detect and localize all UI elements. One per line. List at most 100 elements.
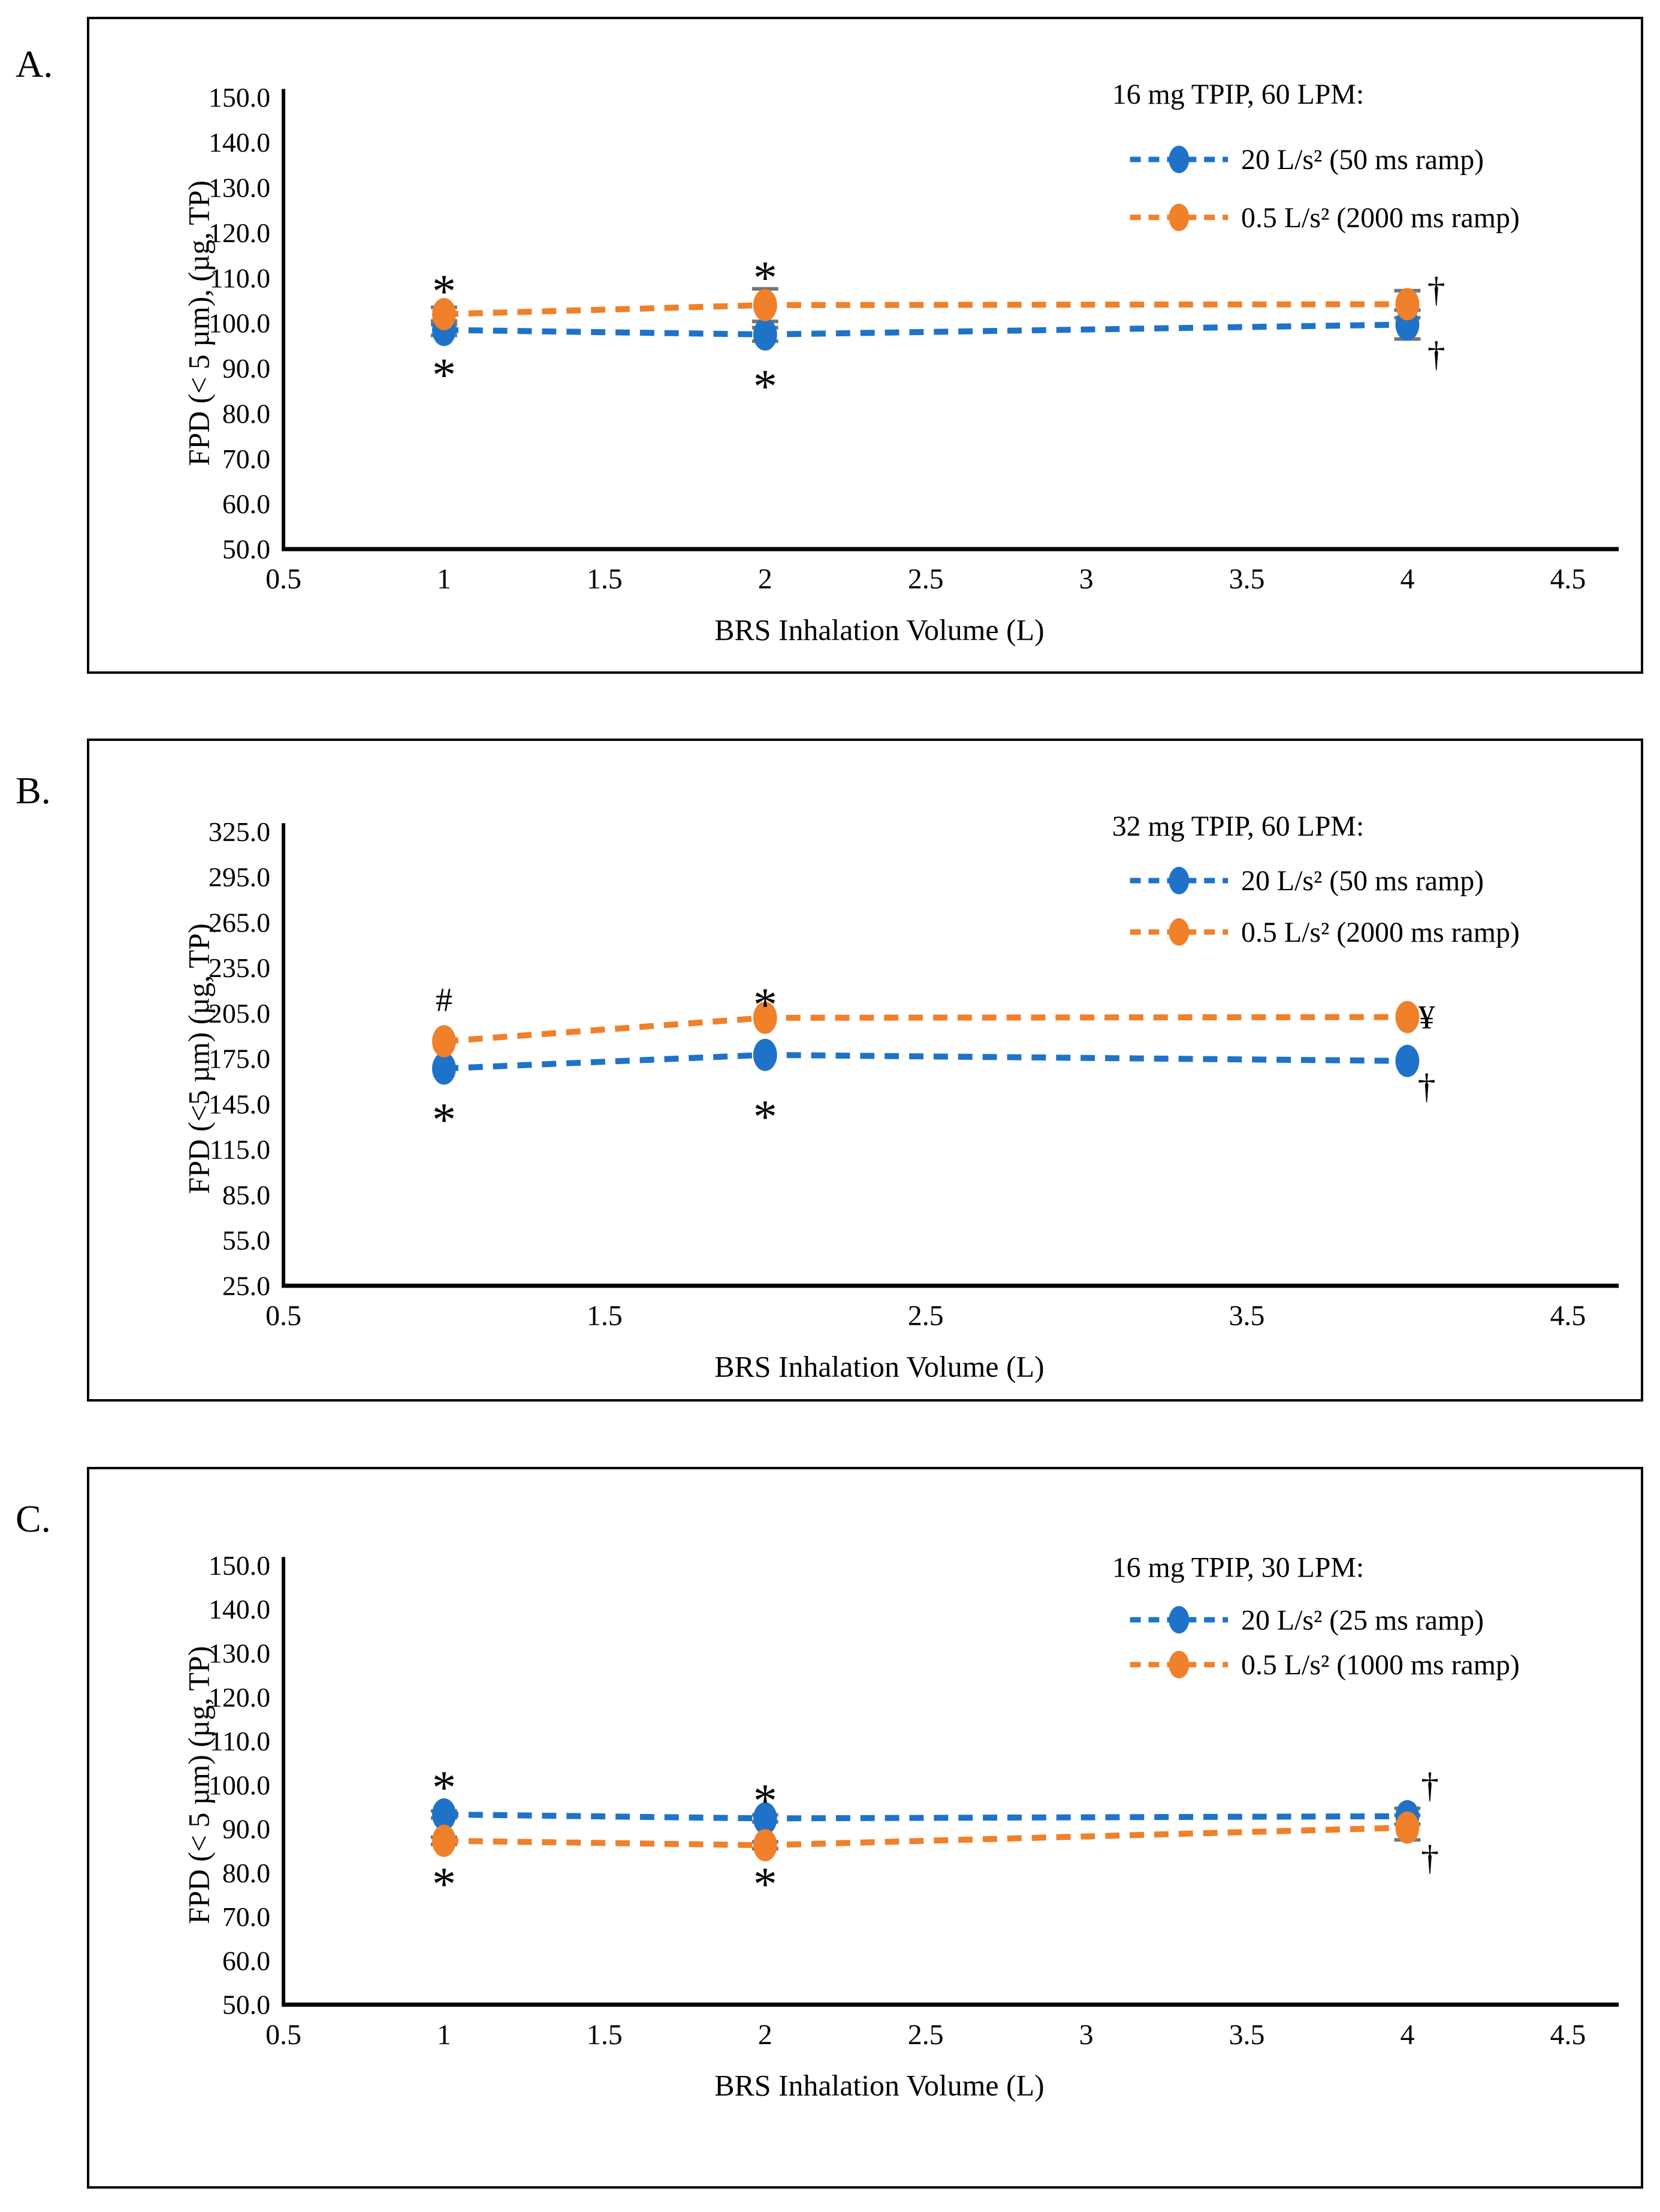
series-dashed-line: [443, 1824, 1408, 1849]
series-dashed-line: [443, 1014, 1408, 1044]
x-tick-label: 2: [758, 2019, 772, 2051]
asterisk-annotation: *: [753, 979, 777, 1032]
y-tick-label: 115.0: [210, 1134, 270, 1165]
orange-series-marker-icon: [1169, 1650, 1190, 1678]
x-tick-label: 2.5: [908, 2019, 944, 2051]
asterisk-annotation: *: [432, 266, 456, 318]
y-tick-label: 130.0: [209, 1638, 270, 1668]
orange-series-marker-icon: [753, 1829, 777, 1862]
y-axis-title: FPD (< 5 µm), (µg, TP): [182, 180, 215, 466]
x-tick-label: 2: [758, 563, 772, 595]
blue-series-marker-icon: [431, 1052, 456, 1085]
axes: 325.0 295.0 265.0 235.0 205.0 175.0 145.0 115.0…: [182, 816, 1619, 1383]
orange-series-marker-icon: [1169, 918, 1190, 946]
y-tick-label: 110.0: [210, 1726, 270, 1756]
y-axis-title: FPD (<5 µm) (µg, TP): [182, 923, 215, 1194]
chart-svg: 150.0140.0130.0120.0110.0100.090.080.070…: [182, 1550, 1619, 2102]
x-tick-label: 1.5: [587, 1300, 623, 1332]
asterisk-annotation: *: [432, 349, 456, 402]
panel-a-chart: 150.0 140.0 130.0 120.0 110.0 100.0 90.0 80.0 70…: [87, 17, 1643, 674]
blue-series-marker-icon: [753, 318, 777, 351]
hash-annotation: #: [436, 982, 452, 1019]
dagger-annotation: †: [1421, 1765, 1439, 1805]
y-tick-label: 60.0: [222, 489, 270, 519]
y-tick-label: 100.0: [209, 1770, 270, 1800]
y-tick-label: 295.0: [209, 862, 270, 893]
legend-item: 20 L/s² (25 ms ramp): [1130, 1604, 1484, 1636]
legend-item-label: 20 L/s² (50 ms ramp): [1241, 144, 1484, 176]
panel-label-c: C.: [16, 1497, 51, 1540]
panel-b-chart: 325.0 295.0 265.0 235.0 205.0 175.0 145.0 115.0…: [87, 739, 1643, 1402]
series-dashed-line: [443, 321, 1408, 337]
x-tick-label: 4.5: [1550, 563, 1586, 595]
orange-series-marker-icon: [1395, 1811, 1420, 1844]
orange-series-marker-icon: [431, 1025, 456, 1057]
legend-title: 32 mg TPIP, 60 LPM:: [1112, 810, 1365, 842]
yen-annotation: ¥: [1418, 999, 1435, 1036]
blue-series-marker-icon: [753, 1802, 777, 1835]
y-tick-label: 25.0: [222, 1270, 270, 1301]
chart-svg: 325.0 295.0 265.0 235.0 205.0 175.0 145.0 115.0…: [182, 810, 1619, 1383]
x-tick-label: 4.5: [1550, 2019, 1586, 2051]
blue-series-marker-icon: [1169, 867, 1190, 894]
x-tick-label: 2.5: [908, 1300, 944, 1332]
series-orange: [431, 1000, 1420, 1057]
panel-label-a: A.: [16, 43, 53, 85]
x-tick-label: 1.5: [587, 563, 623, 595]
orange-series-marker-icon: [431, 1824, 456, 1857]
legend-item: 20 L/s² (50 ms ramp): [1130, 144, 1484, 176]
x-tick-label: 1: [437, 2019, 451, 2051]
x-tick-label: 2.5: [908, 563, 944, 595]
orange-series-marker-icon: [431, 298, 456, 330]
y-tick-label: 175.0: [209, 1044, 270, 1074]
annotations: * * * * † †: [432, 252, 1445, 413]
series-dashed-line: [443, 1051, 1408, 1072]
asterisk-annotation: *: [753, 252, 777, 305]
y-tick-label: 140.0: [209, 127, 270, 158]
annotations: # * * * ¥ †: [432, 979, 1436, 1147]
y-tick-label: 265.0: [209, 907, 270, 938]
panel-c-chart: 150.0 140.0 130.0 120.0 110.0 100.0 90.0 80.0 70…: [87, 1467, 1643, 2189]
legend-item: 20 L/s² (50 ms ramp): [1130, 865, 1484, 897]
annotations: * * * * † †: [432, 1761, 1439, 1910]
legend-item-label: 20 L/s² (25 ms ramp): [1241, 1604, 1484, 1636]
asterisk-annotation: *: [432, 1761, 456, 1814]
x-tick-label: 1.5: [587, 2019, 623, 2051]
series-blue: [431, 1798, 1420, 1835]
legend-title: 16 mg TPIP, 30 LPM:: [1112, 1551, 1365, 1583]
x-tick-label: 4: [1400, 563, 1414, 595]
asterisk-annotation: *: [753, 360, 777, 413]
orange-series-marker-icon: [1169, 203, 1190, 231]
axes: 150.0140.0130.0120.0110.0100.090.080.070…: [182, 82, 1619, 646]
y-tick-label: 90.0: [222, 1814, 270, 1845]
legend-item: 0.5 L/s² (2000 ms ramp): [1130, 917, 1520, 948]
series-orange: [431, 288, 1420, 330]
x-tick-label: 3.5: [1229, 2019, 1265, 2051]
panel-label-b: B.: [16, 769, 51, 812]
legend-item-label: 0.5 L/s² (2000 ms ramp): [1241, 917, 1520, 948]
asterisk-annotation: *: [432, 1093, 456, 1146]
y-tick-label: 50.0: [222, 1990, 270, 2020]
legend-item-label: 0.5 L/s² (2000 ms ramp): [1241, 202, 1520, 234]
series-orange: [431, 1811, 1420, 1862]
x-axis-title: BRS Inhalation Volume (L): [714, 2069, 1044, 2102]
blue-series-marker-icon: [1395, 1044, 1420, 1077]
y-tick-label: 150.0: [209, 82, 270, 113]
x-axis-title: BRS Inhalation Volume (L): [714, 613, 1044, 646]
y-tick-label: 100.0: [209, 308, 270, 339]
legend: 16 mg TPIP, 60 LPM: 20 L/s² (50 ms ramp) 0…: [1112, 79, 1520, 234]
legend: 16 mg TPIP, 30 LPM: 20 L/s² (25 ms ramp) 0…: [1112, 1551, 1520, 1681]
x-tick-label: 0.5: [265, 1300, 301, 1332]
y-tick-label: 205.0: [209, 998, 270, 1029]
y-tick-label: 140.0: [209, 1594, 270, 1625]
legend-item: 0.5 L/s² (2000 ms ramp): [1130, 202, 1520, 234]
legend-item: 0.5 L/s² (1000 ms ramp): [1130, 1649, 1520, 1681]
blue-series-marker-icon: [753, 1038, 777, 1071]
dagger-annotation: †: [1421, 1838, 1439, 1878]
blue-series-marker-icon: [431, 1798, 456, 1831]
y-tick-label: 70.0: [222, 1901, 270, 1932]
x-axis-title: BRS Inhalation Volume (L): [714, 1350, 1044, 1383]
orange-series-marker-icon: [753, 289, 777, 321]
orange-series-marker-icon: [1395, 288, 1420, 321]
x-tick-label: 3: [1079, 2019, 1094, 2051]
